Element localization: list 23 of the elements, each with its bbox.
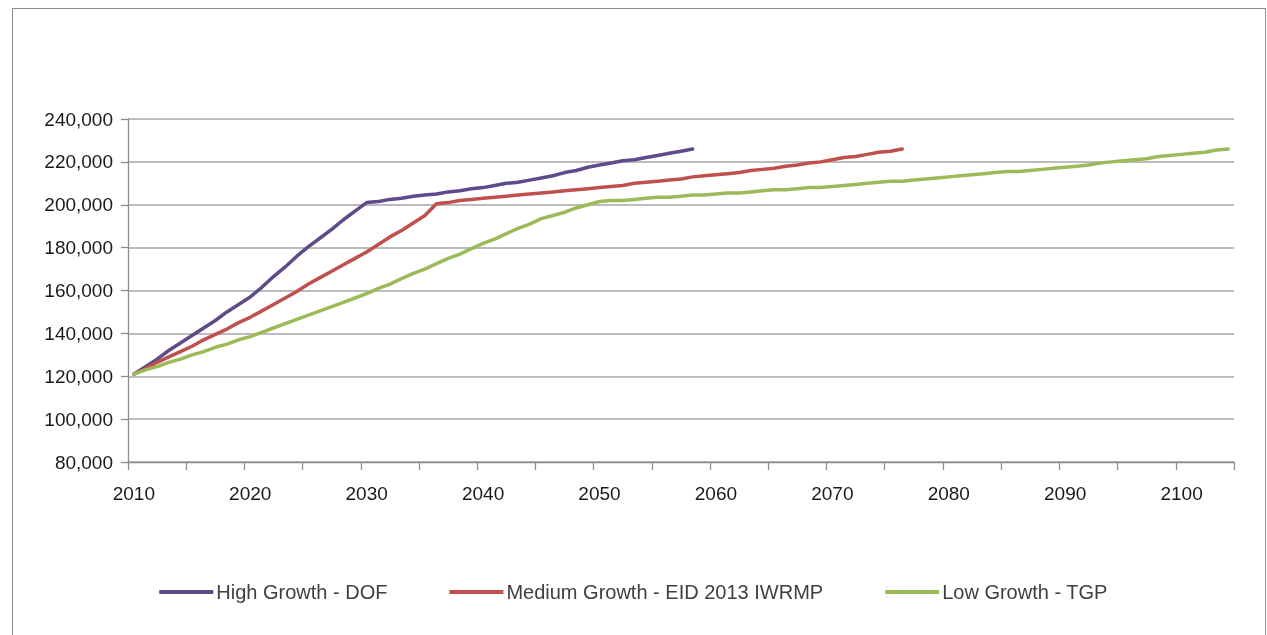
- y-tick-label: 80,000: [54, 451, 113, 473]
- y-tick-label: 180,000: [44, 237, 113, 259]
- x-tick-label: 2040: [461, 483, 505, 504]
- y-tick-label: 120,000: [44, 365, 113, 387]
- y-tick-label: 140,000: [44, 322, 113, 344]
- y-tick-label: 220,000: [44, 151, 113, 173]
- x-tick-label: 2100: [1160, 483, 1203, 504]
- legend-label: Low Growth - TGP: [942, 581, 1108, 603]
- legend-label: High Growth - DOF: [216, 581, 388, 603]
- x-tick-label: 2080: [927, 483, 970, 504]
- x-tick-label: 2060: [694, 483, 738, 504]
- x-tick-label: 2020: [229, 483, 272, 504]
- x-tick-label: 2030: [345, 483, 388, 504]
- line-series: [132, 147, 1230, 376]
- x-tick-label: 2090: [1044, 483, 1087, 504]
- x-tick-label: 2010: [112, 483, 155, 504]
- y-tick-label: 160,000: [44, 280, 113, 301]
- x-tick-label: 2070: [811, 483, 854, 504]
- legend-label: Medium Growth - EID 2013 IWRMP: [506, 581, 824, 603]
- y-tick-label: 100,000: [44, 408, 113, 430]
- y-tick-label: 200,000: [44, 194, 113, 216]
- x-tick-label: 2050: [578, 483, 621, 504]
- y-tick-label: 240,000: [44, 108, 113, 130]
